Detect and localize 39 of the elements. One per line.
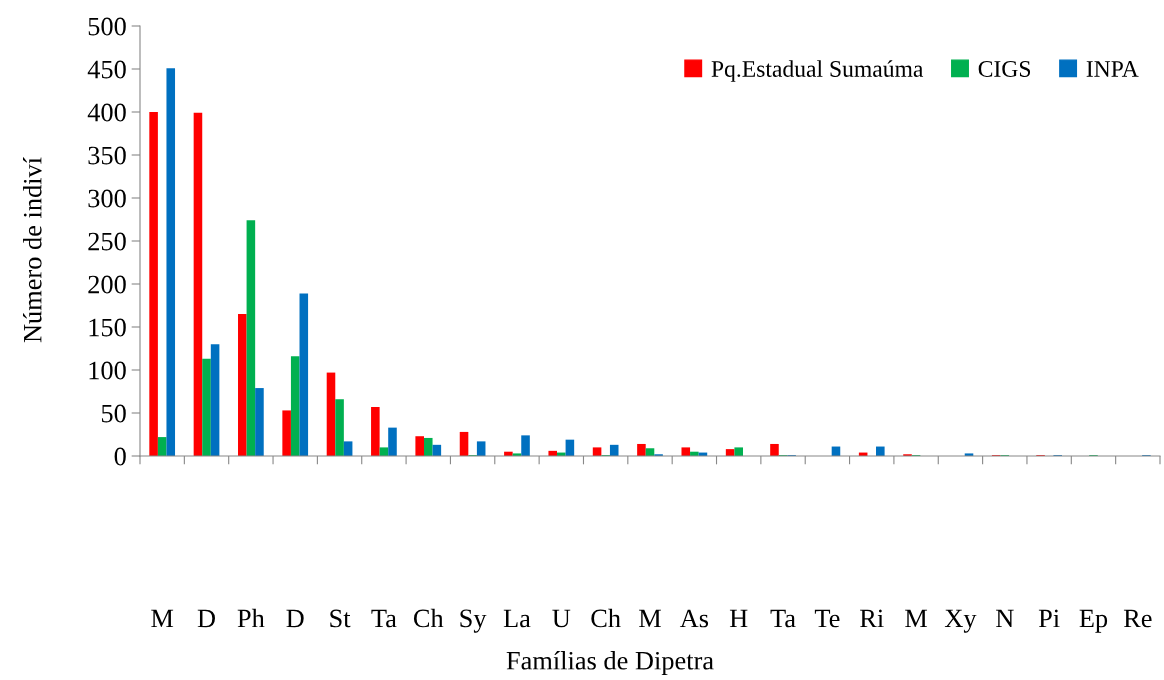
x-tick-label: Ri [860,609,884,628]
x-tick-label: Ep [1079,609,1108,633]
legend-label: Pq.Estadual Sumaúma [711,60,924,82]
y-tick-label: 150 [89,318,126,337]
x-tick-label: Ph [237,608,265,628]
x-tick-label: Te [814,609,840,628]
y-tick-label: 250 [88,232,126,251]
legend-label: INPA [1086,61,1139,77]
x-axis-title: Famílias de Dipetra [506,651,714,675]
y-tick-label: 50 [101,404,126,423]
x-tick-label: Ch [591,608,621,628]
x-tick-label: D [197,609,215,628]
y-tick-label: 400 [87,103,126,122]
x-tick-label: Ch [413,608,444,628]
x-tick-label: Pi [1038,609,1060,628]
y-axis-title: Número de indiví [23,157,42,343]
x-tick-label: Re [1123,609,1152,628]
y-tick-label: 200 [88,275,126,294]
y-tick-label: 500 [88,17,126,36]
legend-label: CIGS [978,61,1031,77]
y-tick-label: 100 [89,361,126,380]
y-tick-label: 450 [87,60,126,79]
x-tick-label: U [552,609,571,628]
y-tick-label: 350 [88,146,126,165]
x-tick-label: As [679,609,709,628]
x-tick-label: Xy [944,609,977,633]
y-tick-label: 300 [88,189,126,208]
x-tick-label: Sy [460,609,487,633]
x-tick-label: M [151,609,174,628]
x-tick-label: N [996,609,1014,628]
x-tick-label: La [503,609,531,628]
x-tick-label: H [729,609,748,628]
y-tick-label: 0 [114,447,126,466]
x-tick-label: D [286,609,304,628]
x-tick-label: Ta [770,609,796,628]
x-tick-label: M [905,609,928,628]
x-tick-label: Ta [371,609,397,628]
x-tick-label: M [639,609,661,628]
x-tick-label: St [330,609,351,628]
